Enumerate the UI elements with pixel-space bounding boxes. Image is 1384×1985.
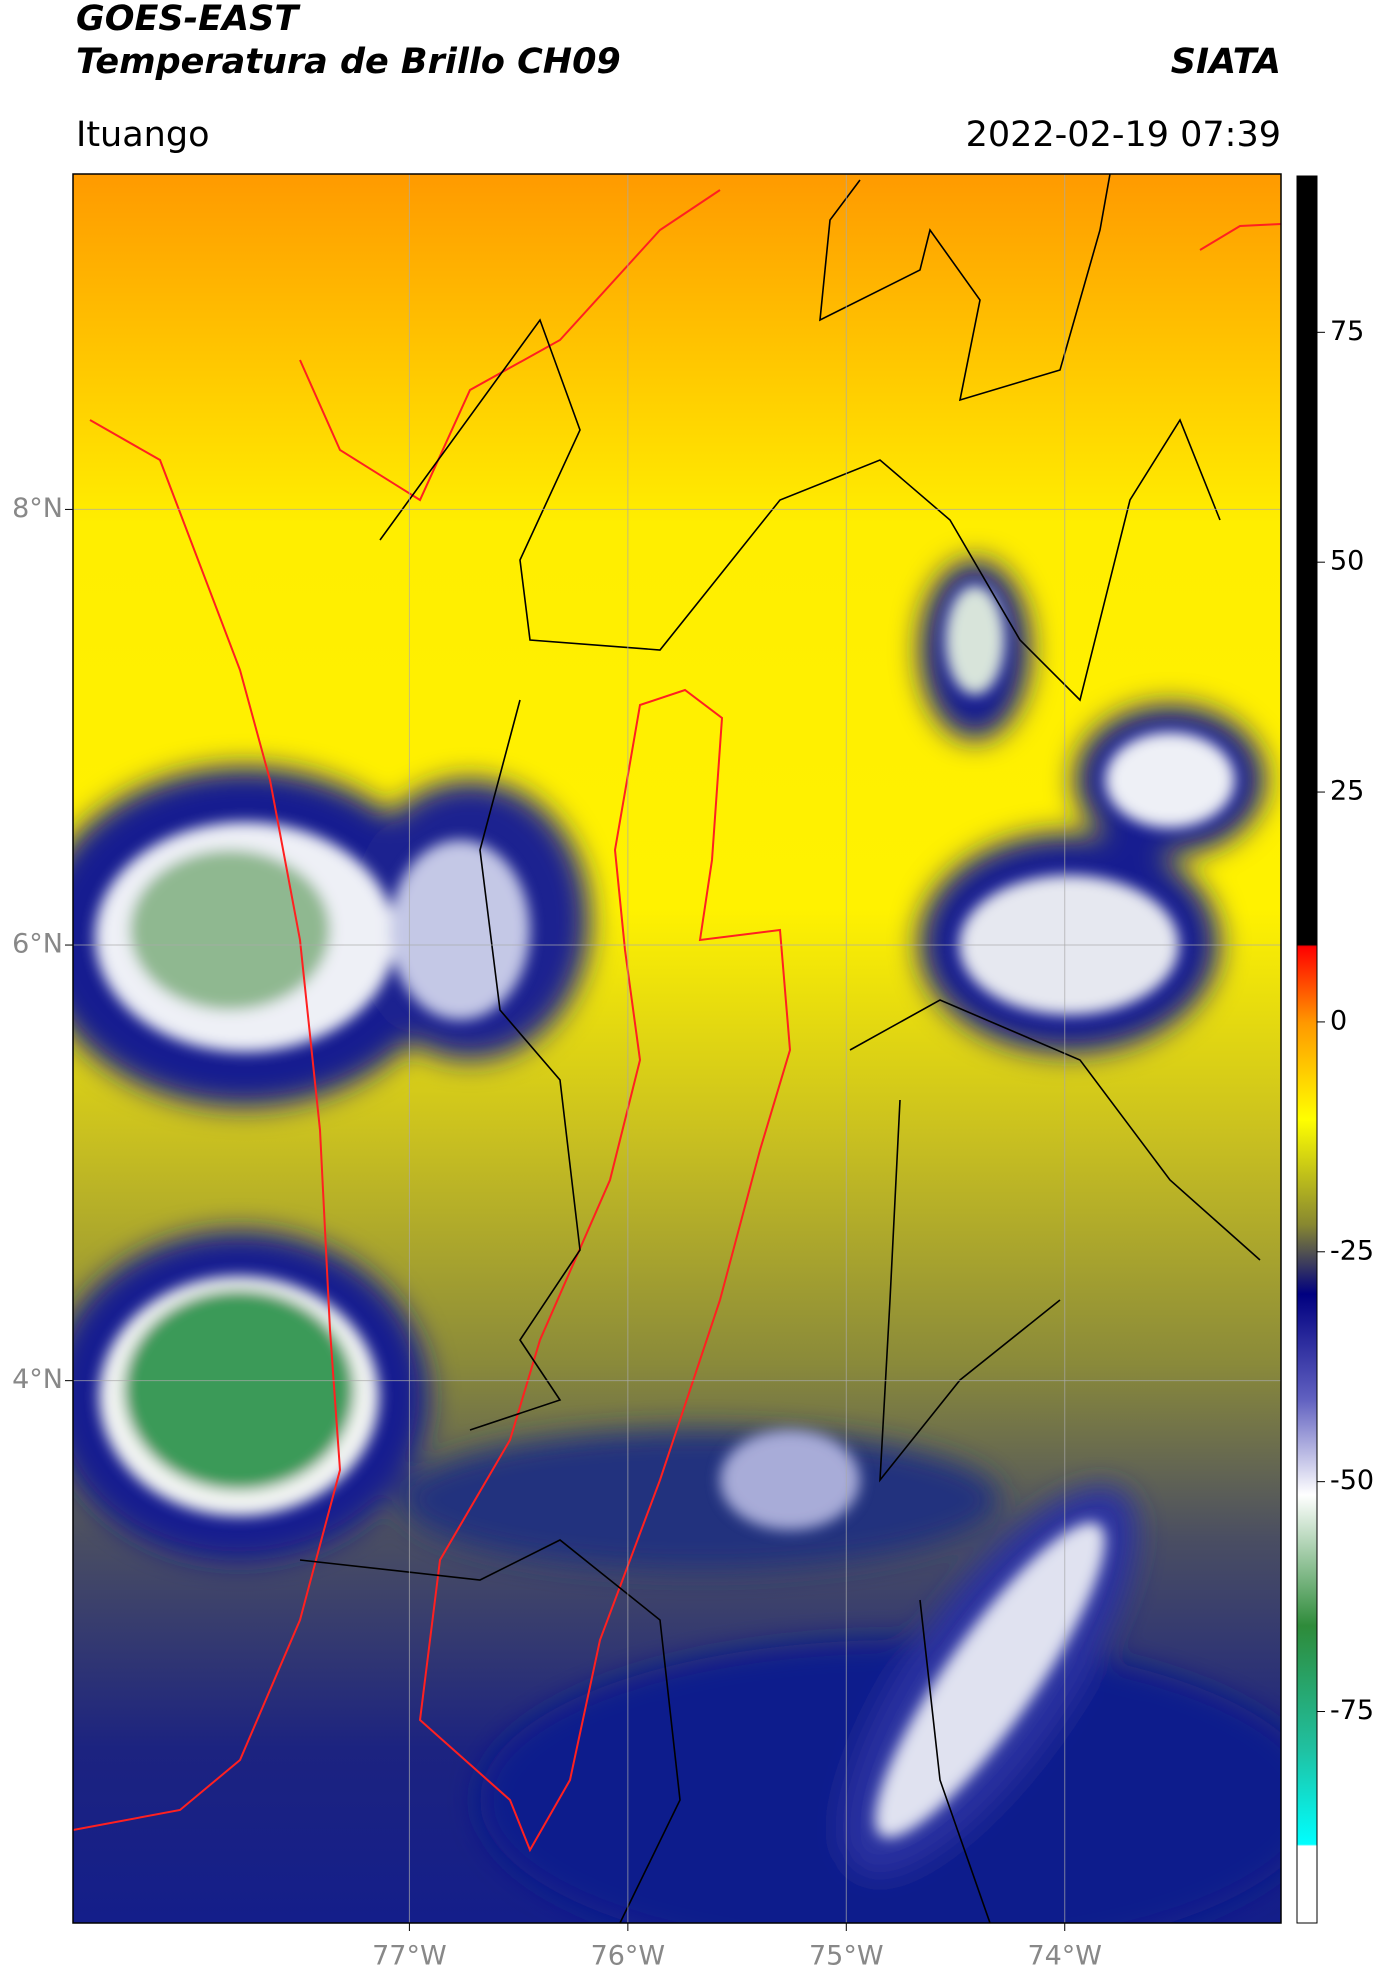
map-frame <box>72 173 1282 1924</box>
cloud-top <box>874 1522 1106 1838</box>
admin-borders <box>299 174 1261 1923</box>
cloud <box>400 1430 1000 1570</box>
lon-tick-label: 74°W <box>1027 1941 1102 1972</box>
colorbar-tick-label: 75 <box>1330 316 1364 347</box>
lat-tick-label: 4°N <box>12 1364 63 1395</box>
border <box>1199 223 1281 251</box>
cloud-top <box>945 585 1005 695</box>
lat-tick-label: 8°N <box>12 493 63 524</box>
colorbar-tick-label: -25 <box>1330 1235 1374 1266</box>
colorbar-tick-label: 50 <box>1330 546 1364 577</box>
colorbar-tick-label: 25 <box>1330 776 1364 807</box>
map-image <box>73 174 1281 1923</box>
colorbar <box>1296 175 1318 1924</box>
cloud-top <box>124 1290 354 1490</box>
lon-tick-label: 75°W <box>809 1941 884 1972</box>
datetime: 2022-02-19 07:39 <box>966 115 1281 155</box>
colorbar-tick-label: -50 <box>1330 1465 1374 1496</box>
coastline <box>73 189 721 1831</box>
source: SIATA <box>1171 42 1281 82</box>
grid <box>73 174 1281 1923</box>
cloud-tops <box>95 585 1235 1838</box>
subtitle: Temperatura de Brillo CH09 <box>76 42 621 82</box>
lon-tick-label: 76°W <box>591 1941 666 1972</box>
region: Ituango <box>76 115 210 155</box>
lat-tick-label: 6°N <box>12 929 63 960</box>
cloud-top <box>390 840 530 1020</box>
colorbar-tick-label: 0 <box>1330 1005 1347 1036</box>
colorbar-tick-label: -75 <box>1330 1695 1374 1726</box>
cloud-top <box>1105 732 1235 828</box>
lon-tick-label: 77°W <box>372 1941 447 1972</box>
basin-outline <box>418 688 792 1853</box>
cloud-top <box>130 850 330 1010</box>
cloud-top <box>720 1430 860 1530</box>
title: GOES-EAST <box>76 0 301 39</box>
